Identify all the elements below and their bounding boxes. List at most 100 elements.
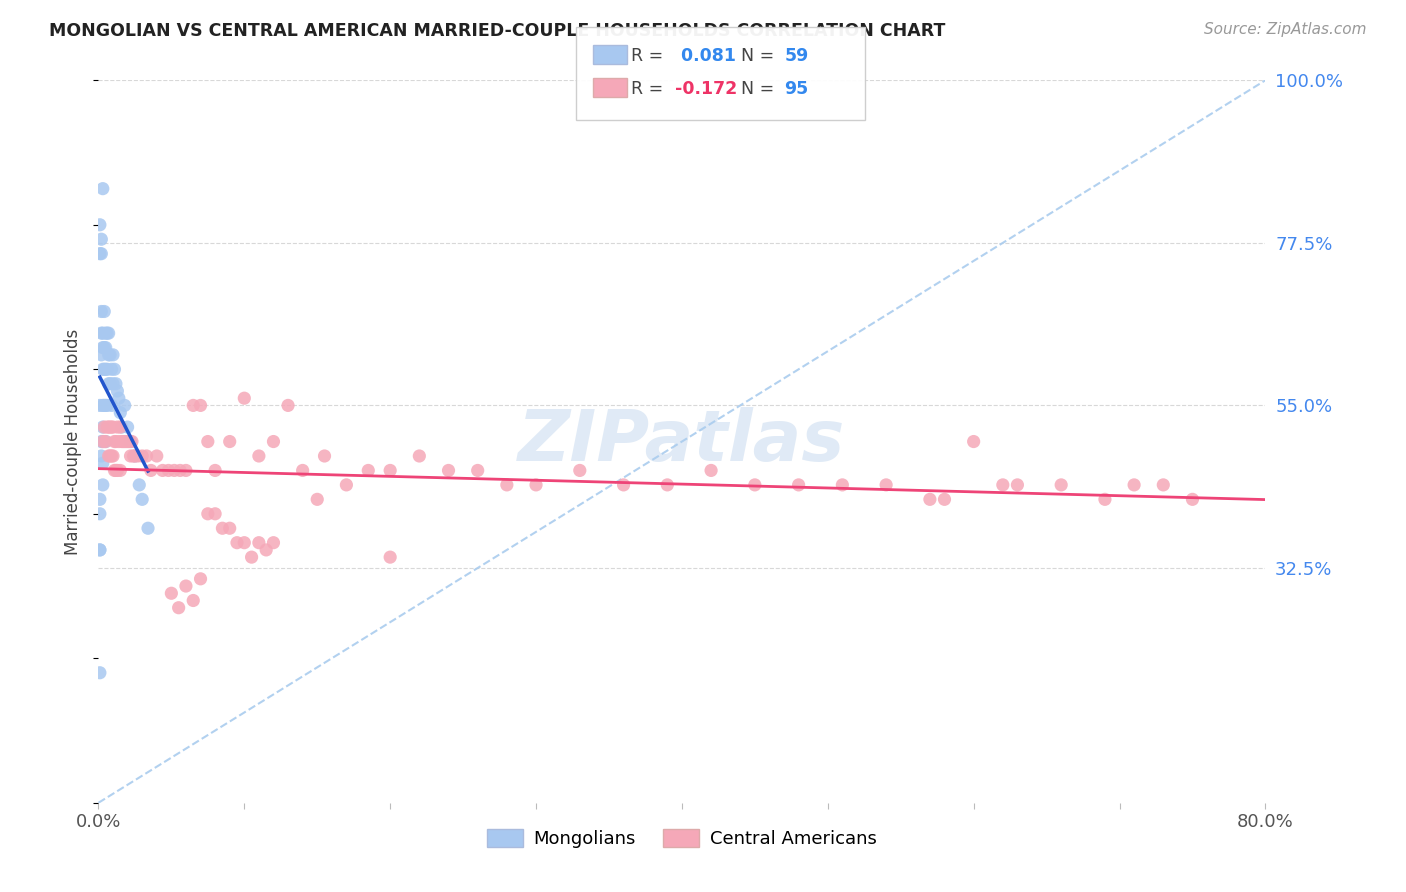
Point — [991, 478, 1014, 492]
Point — [700, 463, 723, 477]
Text: Source: ZipAtlas.com: Source: ZipAtlas.com — [1204, 22, 1367, 37]
Point — [918, 492, 941, 507]
Point — [190, 398, 212, 412]
Point — [787, 478, 810, 492]
Point — [226, 535, 249, 549]
Point — [120, 449, 142, 463]
Point — [114, 398, 136, 412]
Point — [97, 348, 120, 362]
Point — [262, 535, 284, 549]
Point — [94, 398, 117, 412]
Point — [124, 449, 146, 463]
Point — [467, 463, 489, 477]
Point — [114, 434, 136, 449]
Point — [277, 398, 299, 412]
Point — [1152, 478, 1174, 492]
Point — [128, 478, 150, 492]
Point — [90, 449, 112, 463]
Point — [197, 507, 219, 521]
Point — [89, 665, 111, 680]
Point — [1181, 492, 1204, 507]
Text: 59: 59 — [785, 47, 808, 65]
Point — [103, 463, 125, 477]
Point — [97, 376, 120, 391]
Point — [94, 326, 117, 340]
Point — [97, 420, 120, 434]
Point — [117, 420, 139, 434]
Point — [91, 420, 114, 434]
Point — [135, 449, 157, 463]
Point — [94, 434, 117, 449]
Point — [240, 550, 263, 565]
Point — [1007, 478, 1029, 492]
Point — [124, 449, 146, 463]
Text: ZIPatlas: ZIPatlas — [519, 407, 845, 476]
Point — [104, 376, 127, 391]
Point — [437, 463, 460, 477]
Point — [96, 398, 118, 412]
Y-axis label: Married-couple Households: Married-couple Households — [65, 328, 83, 555]
Point — [117, 434, 139, 449]
Point — [307, 492, 329, 507]
Point — [103, 434, 125, 449]
Point — [101, 449, 124, 463]
Point — [120, 434, 142, 449]
Point — [131, 449, 153, 463]
Point — [90, 232, 112, 246]
Point — [831, 478, 853, 492]
Legend: Mongolians, Central Americans: Mongolians, Central Americans — [479, 822, 884, 855]
Point — [197, 434, 219, 449]
Point — [962, 434, 984, 449]
Point — [254, 542, 277, 557]
Point — [127, 449, 149, 463]
Point — [93, 362, 115, 376]
Point — [233, 391, 256, 405]
Point — [181, 398, 204, 412]
Point — [89, 542, 111, 557]
Point — [91, 478, 114, 492]
Point — [100, 449, 122, 463]
Text: MONGOLIAN VS CENTRAL AMERICAN MARRIED-COUPLE HOUSEHOLDS CORRELATION CHART: MONGOLIAN VS CENTRAL AMERICAN MARRIED-CO… — [49, 22, 946, 40]
Point — [335, 478, 357, 492]
Point — [157, 463, 180, 477]
Point — [101, 348, 124, 362]
Point — [131, 492, 153, 507]
Point — [1094, 492, 1116, 507]
Point — [91, 362, 114, 376]
Point — [98, 449, 121, 463]
Point — [108, 391, 131, 405]
Point — [96, 420, 118, 434]
Point — [96, 362, 118, 376]
Point — [89, 218, 111, 232]
Point — [121, 434, 143, 449]
Point — [380, 463, 402, 477]
Point — [91, 398, 114, 412]
Point — [218, 434, 240, 449]
Point — [115, 434, 138, 449]
Point — [91, 326, 114, 340]
Point — [93, 434, 115, 449]
Point — [90, 348, 112, 362]
Point — [408, 449, 430, 463]
Point — [89, 542, 111, 557]
Point — [357, 463, 380, 477]
Point — [314, 449, 336, 463]
Point — [247, 535, 270, 549]
Point — [190, 572, 212, 586]
Text: N =: N = — [741, 80, 780, 98]
Point — [100, 362, 122, 376]
Point — [169, 463, 191, 477]
Point — [211, 521, 233, 535]
Point — [103, 362, 125, 376]
Point — [98, 348, 121, 362]
Point — [104, 463, 127, 477]
Point — [1123, 478, 1146, 492]
Point — [139, 463, 162, 477]
Point — [122, 449, 145, 463]
Point — [94, 362, 117, 376]
Point — [110, 406, 132, 420]
Point — [91, 341, 114, 355]
Point — [97, 326, 120, 340]
Point — [204, 507, 226, 521]
Point — [167, 600, 190, 615]
